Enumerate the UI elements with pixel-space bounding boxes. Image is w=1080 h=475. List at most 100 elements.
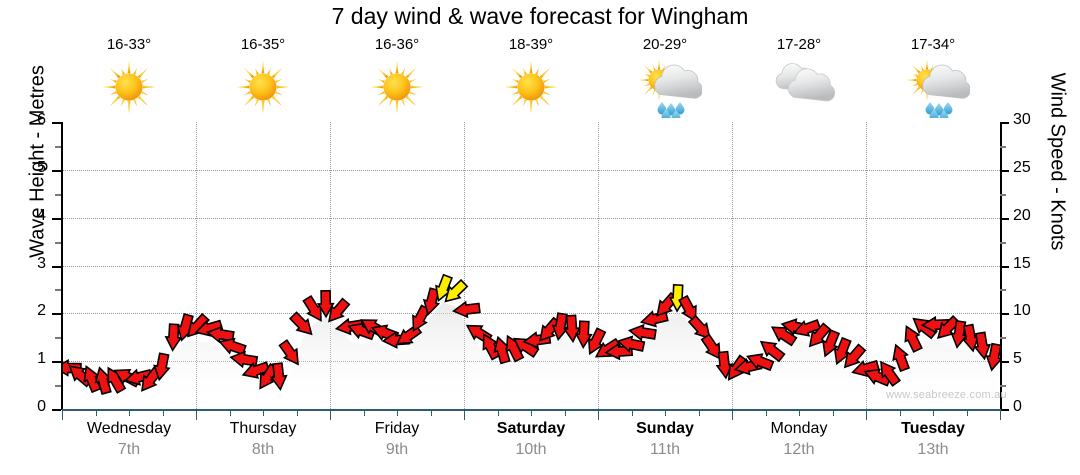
sunny-icon <box>494 56 568 118</box>
y-axis-left-minor-tick <box>55 385 61 388</box>
day-column-header-friday: 16-36° <box>330 36 464 122</box>
y-axis-right-tick <box>1000 217 1009 220</box>
day-name-label: Friday <box>374 420 420 437</box>
y-axis-left-tick <box>52 313 61 316</box>
day-separator-gridline <box>330 122 331 409</box>
y-axis-left-tick <box>52 169 61 172</box>
x-axis-tick <box>397 409 398 416</box>
day-column-header-monday: 17-28° <box>732 36 866 122</box>
x-axis-tick <box>296 409 298 416</box>
day-column-footer-wednesday: Wednesday 7th <box>62 418 196 468</box>
temperature-range: 18-39° <box>508 36 554 53</box>
horizontal-gridline <box>62 169 1000 171</box>
temperature-range: 16-35° <box>240 36 286 53</box>
y-axis-left-line <box>61 122 63 410</box>
day-separator-gridline <box>866 122 867 409</box>
x-axis-tick <box>464 409 465 420</box>
sun-cloud-rain-icon <box>896 56 971 123</box>
sunny-icon <box>360 56 434 118</box>
day-date-label: 8th <box>251 441 275 458</box>
y-axis-left-tick <box>52 265 61 268</box>
day-date-label: 12th <box>783 441 815 458</box>
horizontal-gridline <box>62 217 1000 219</box>
day-name-label: Sunday <box>636 420 694 437</box>
day-column-footer-friday: Friday 9th <box>330 418 464 468</box>
y-axis-right-tick-label: 10 <box>1013 302 1031 320</box>
y-axis-right-title: Wind Speed - Knots <box>1046 72 1069 251</box>
y-axis-right-tick-label: 20 <box>1013 206 1031 224</box>
y-axis-left-tick-label: 0 <box>37 398 46 415</box>
x-axis-tick <box>698 409 700 416</box>
day-separator-gridline <box>196 122 197 409</box>
y-axis-left-tick <box>52 361 61 364</box>
y-axis-right-tick <box>1000 122 1009 124</box>
day-name-label: Thursday <box>229 420 297 437</box>
x-axis-tick <box>62 409 63 420</box>
x-axis-tick <box>765 409 767 416</box>
day-date-label: 13th <box>917 441 949 458</box>
x-axis-tick <box>363 409 365 416</box>
y-axis-left-minor-tick <box>55 145 61 148</box>
sunny-icon <box>226 56 300 118</box>
day-separator-gridline <box>598 122 599 409</box>
day-headers: 16-33° 16-35° <box>62 36 1000 123</box>
y-axis-right-tick <box>1000 361 1009 364</box>
x-axis-tick <box>665 409 666 416</box>
watermark: www.seabreeze.com.au <box>886 389 1007 401</box>
day-date-label: 10th <box>515 441 547 458</box>
day-column-header-wednesday: 16-33° <box>62 36 196 122</box>
y-axis-right-minor-tick <box>1000 193 1006 196</box>
day-column-header-saturday: 18-39° <box>464 36 598 122</box>
day-date-label: 9th <box>385 441 409 458</box>
temperature-range: 20-29° <box>642 36 688 53</box>
x-axis-tick <box>430 409 432 416</box>
y-axis-left-minor-tick <box>55 337 61 340</box>
y-axis-left-minor-tick <box>55 289 61 292</box>
wind-arrow-series <box>62 273 1000 409</box>
y-axis-right-tick <box>1000 265 1009 268</box>
day-name-label: Wednesday <box>86 420 172 437</box>
y-axis-left-minor-tick <box>55 241 61 244</box>
day-name-label: Saturday <box>496 420 566 437</box>
horizontal-gridline <box>62 313 1000 315</box>
day-column-footer-sunday: Sunday 11th <box>598 418 732 468</box>
day-column-footer-thursday: Thursday 8th <box>196 418 330 468</box>
day-separator-gridline <box>464 122 465 409</box>
day-column-header-thursday: 16-35° <box>196 36 330 122</box>
day-column-footer-monday: Monday 12th <box>732 418 866 468</box>
y-axis-left-tick-label: 5 <box>37 158 46 176</box>
day-separator-gridline <box>732 122 733 409</box>
y-axis-right-tick <box>1000 409 1009 411</box>
x-axis-tick <box>497 409 499 416</box>
x-axis-tick <box>564 409 566 416</box>
x-axis-tick <box>1000 409 1001 420</box>
y-axis-right-tick <box>1000 313 1009 316</box>
y-axis-left-tick-label: 3 <box>37 254 46 272</box>
y-axis-right-minor-tick <box>1000 145 1006 148</box>
day-name-label: Monday <box>770 420 828 437</box>
x-axis-tick <box>832 409 834 416</box>
y-axis-left-title: Wave Height - Metres <box>26 65 49 258</box>
x-axis-tick <box>866 409 867 420</box>
day-name-label: Tuesday <box>901 420 965 437</box>
day-date-label: 11th <box>650 441 680 458</box>
y-axis-left-tick-label: 2 <box>37 302 46 320</box>
y-axis-right-minor-tick <box>1000 337 1006 340</box>
y-axis-left-tick-label: 4 <box>37 206 46 224</box>
x-axis-tick <box>129 409 130 416</box>
y-axis-left-tick <box>52 122 61 124</box>
x-axis-tick <box>933 409 934 416</box>
chart-plot-area <box>62 122 1000 409</box>
horizontal-gridline <box>62 265 1000 267</box>
day-footers: Wednesday 7th Thursday 8th Friday 9th Saturday… <box>62 418 1000 468</box>
x-axis-tick <box>899 409 901 416</box>
x-axis-tick <box>95 409 97 416</box>
x-axis-tick <box>162 409 164 416</box>
day-date-label: 7th <box>117 441 141 458</box>
temperature-range: 17-34° <box>910 36 956 53</box>
y-axis-right-tick-label: 0 <box>1013 398 1022 415</box>
y-axis-left-tick-label: 1 <box>37 350 46 368</box>
y-axis-right-tick-label: 25 <box>1013 158 1031 176</box>
y-axis-left-tick-label: 6 <box>37 111 46 128</box>
sunny-icon <box>92 56 166 118</box>
